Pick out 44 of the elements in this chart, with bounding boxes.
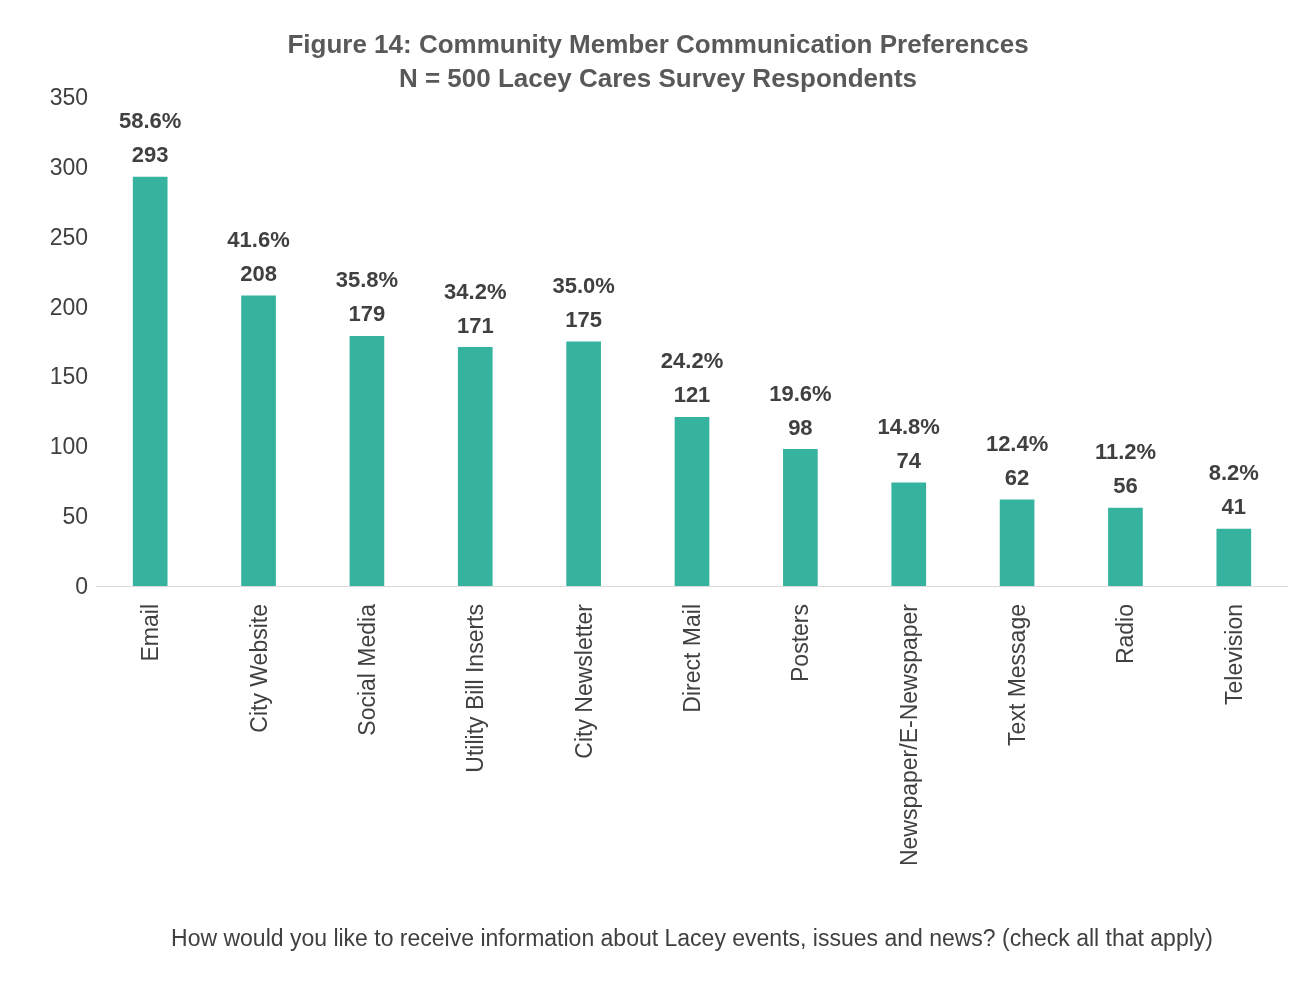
data-label: 41.6% 208 (227, 226, 290, 286)
x-tick-label: Television (1220, 604, 1247, 705)
x-tick-label: Email (137, 604, 164, 662)
x-tick-label: Text Message (1004, 604, 1031, 746)
x-tick-label: Posters (787, 604, 814, 682)
bar (1216, 528, 1252, 586)
bar (674, 416, 710, 586)
y-tick-label: 300 (49, 153, 88, 180)
bar (349, 335, 385, 586)
chart-subtitle: N = 500 Lacey Cares Survey Respondents (398, 63, 918, 93)
y-tick-label: 0 (75, 573, 88, 599)
x-axis-title: How would you like to receive information about Lacey events, issues and news? (check all that apply) (171, 924, 1213, 951)
y-tick-label: 100 (49, 433, 88, 460)
x-tick-label: Radio (1112, 604, 1139, 665)
bar (457, 347, 493, 586)
y-tick-label: 250 (49, 223, 88, 250)
x-tick-label: Newspaper/E-Newspaper (895, 603, 922, 867)
bar (891, 482, 927, 586)
data-label: 34.2% 171 (444, 278, 507, 338)
data-label: 11.2% 56 (1094, 439, 1157, 499)
y-tick-label: 50 (62, 503, 88, 530)
y-tick-label: 200 (49, 293, 88, 320)
bar (999, 499, 1035, 586)
data-label: 19.6% 98 (769, 380, 832, 440)
y-tick-label: 150 (49, 363, 88, 390)
bar (783, 449, 818, 586)
bar (1108, 507, 1143, 586)
data-label: 58.6% 293 (118, 108, 182, 168)
bar (566, 341, 601, 586)
data-label: 14.8% 74 (877, 414, 940, 474)
x-tick-label: Social Media (353, 603, 380, 736)
bar (241, 295, 276, 586)
data-label: 35.8% 179 (335, 267, 399, 327)
x-tick-label: Direct Mail (679, 604, 705, 713)
chart-title: Figure 14: Community Member Communication Preferences (287, 29, 1029, 59)
x-tick-label: City Newsletter (570, 603, 597, 759)
y-tick-label: 350 (49, 84, 88, 110)
data-label: 8.2% 41 (1208, 460, 1259, 520)
bar (132, 176, 168, 586)
data-label: 35.0% 175 (552, 273, 615, 332)
x-tick-label: City Website (245, 604, 272, 733)
data-label: 24.2% 121 (660, 348, 724, 408)
x-tick-label: Utility Bill Inserts (462, 604, 489, 773)
data-label: 12.4% 62 (985, 430, 1049, 490)
